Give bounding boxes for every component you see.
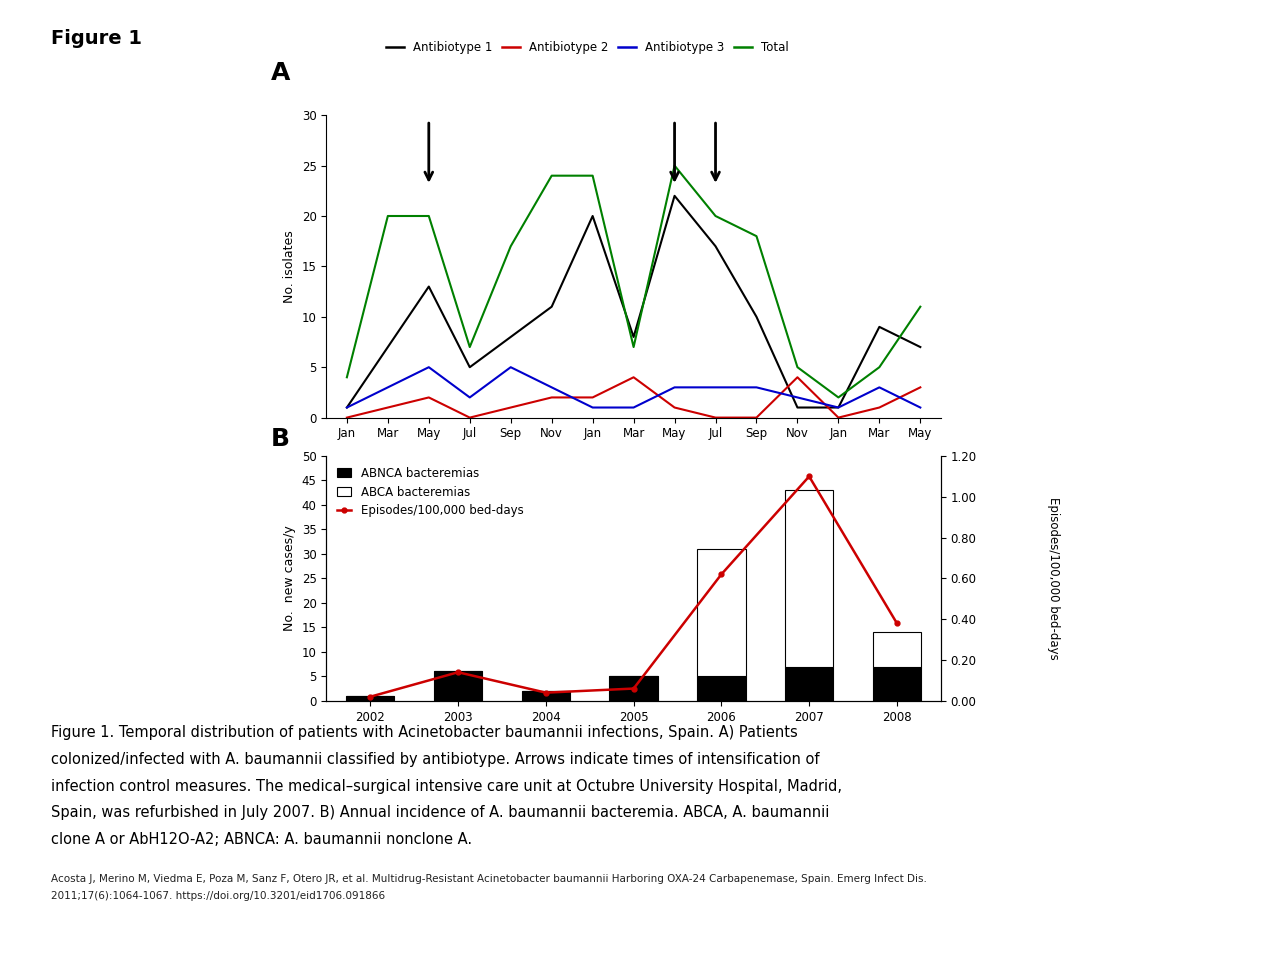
Bar	[698, 549, 745, 676]
Text: Figure 1: Figure 1	[51, 29, 142, 48]
Bar	[346, 696, 394, 701]
Text: clone A or AbH12O-A2; ABNCA: A. baumannii nonclone A.: clone A or AbH12O-A2; ABNCA: A. baumanni…	[51, 832, 472, 848]
Bar	[785, 491, 833, 666]
Text: A: A	[271, 60, 291, 84]
Y-axis label: Episodes/100,000 bed-days: Episodes/100,000 bed-days	[1047, 497, 1060, 660]
Text: Figure 1. Temporal distribution of patients with Acinetobacter baumannii infecti: Figure 1. Temporal distribution of patie…	[51, 725, 797, 740]
Legend: Antibiotype 1, Antibiotype 2, Antibiotype 3, Total: Antibiotype 1, Antibiotype 2, Antibiotyp…	[381, 36, 794, 59]
Text: 2008: 2008	[864, 472, 895, 485]
Legend: ABNCA bacteremias, ABCA bacteremias, Episodes/100,000 bed-days: ABNCA bacteremias, ABCA bacteremias, Epi…	[333, 462, 529, 522]
Bar	[698, 676, 745, 701]
Y-axis label: No. isolates: No. isolates	[283, 230, 296, 302]
Bar	[609, 676, 658, 701]
Y-axis label: No.  new cases/y: No. new cases/y	[283, 525, 296, 632]
Bar	[873, 633, 922, 666]
Text: colonized/infected with A. baumannii classified by antibiotype. Arrows indicate : colonized/infected with A. baumannii cla…	[51, 752, 819, 767]
Text: 2006: 2006	[434, 472, 465, 485]
Text: Spain, was refurbished in July 2007. B) Annual incidence of A. baumannii bactere: Spain, was refurbished in July 2007. B) …	[51, 805, 829, 821]
Text: Acosta J, Merino M, Viedma E, Poza M, Sanz F, Otero JR, et al. Multidrug-Resista: Acosta J, Merino M, Viedma E, Poza M, Sa…	[51, 874, 927, 883]
Text: 2011;17(6):1064-1067. https://doi.org/10.3201/eid1706.091866: 2011;17(6):1064-1067. https://doi.org/10…	[51, 891, 385, 900]
Bar	[522, 691, 570, 701]
Bar	[434, 671, 483, 701]
Text: B: B	[271, 426, 291, 450]
Bar	[785, 666, 833, 701]
Text: infection control measures. The medical–surgical intensive care unit at Octubre : infection control measures. The medical–…	[51, 779, 842, 794]
Text: 2007: 2007	[680, 472, 710, 485]
Bar	[873, 666, 922, 701]
